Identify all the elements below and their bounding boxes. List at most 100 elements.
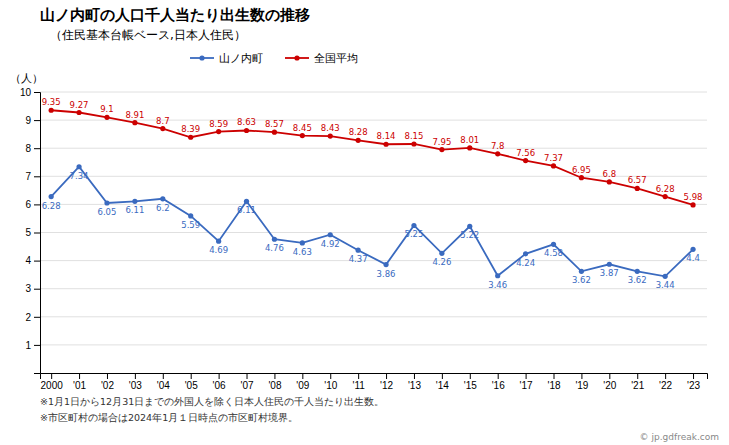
data-point — [635, 186, 640, 191]
title: 山ノ内町の人口千人当たり出生数の推移 — [40, 6, 310, 24]
data-label: 5.98 — [684, 192, 703, 202]
tick-mark — [34, 148, 40, 149]
tick-label: '07 — [240, 380, 253, 391]
x-tick: '08 — [268, 373, 281, 391]
y-tick: 2 — [25, 312, 40, 323]
tick-mark — [414, 373, 415, 379]
data-point — [551, 163, 556, 168]
data-label: 8.45 — [293, 123, 312, 133]
tick-label: 5 — [25, 227, 31, 238]
data-label: 4.63 — [293, 247, 312, 257]
tick-label: 9 — [25, 115, 31, 126]
data-label: 4.4 — [686, 253, 700, 263]
legend-marker — [294, 55, 299, 60]
axis-line — [34, 93, 41, 374]
grid-line — [40, 316, 707, 317]
tick-mark — [51, 373, 52, 379]
x-tick: 2000 — [41, 373, 64, 391]
data-point — [495, 273, 500, 278]
data-label: 3.62 — [572, 275, 591, 285]
data-label: 3.87 — [600, 268, 619, 278]
data-point — [523, 158, 528, 163]
data-point — [104, 200, 109, 205]
data-point — [467, 224, 472, 229]
data-point — [383, 262, 388, 267]
y-tick: 3 — [25, 283, 40, 294]
tick-label: '05 — [185, 380, 198, 391]
data-point — [467, 145, 472, 150]
x-tick: '13 — [408, 373, 421, 391]
data-point — [160, 196, 165, 201]
x-tick: '20 — [603, 373, 616, 391]
tick-mark — [34, 289, 40, 290]
x-tick: '04 — [157, 373, 170, 391]
legend: 山ノ内町全国平均 — [190, 52, 358, 65]
tick-label: '13 — [408, 380, 421, 391]
data-label: 9.27 — [70, 100, 89, 110]
data-label: 7.95 — [432, 137, 451, 147]
data-label: 6.8 — [603, 169, 617, 179]
legend-label: 全国平均 — [314, 52, 358, 65]
grid-line — [40, 232, 707, 233]
data-point — [188, 213, 193, 218]
data-point — [216, 129, 221, 134]
data-label: 8.7 — [156, 116, 170, 126]
chart: 山ノ内町の人口千人当たり出生数の推移（住民基本台帳ベース,日本人住民）2000'… — [0, 0, 729, 445]
data-label: 5.22 — [460, 230, 479, 240]
data-label: 6.05 — [98, 207, 117, 217]
data-point — [328, 232, 333, 237]
tick-label: '18 — [547, 380, 560, 391]
tick-label: '01 — [73, 380, 86, 391]
data-point — [328, 134, 333, 139]
x-tick: '09 — [296, 373, 309, 391]
tick-mark — [247, 373, 248, 379]
data-label: 8.63 — [237, 117, 256, 127]
y-axis: 12345678910 — [20, 87, 41, 374]
data-point — [188, 135, 193, 140]
tick-label: '23 — [687, 380, 700, 391]
data-label: 4.24 — [516, 258, 535, 268]
data-point — [439, 251, 444, 256]
tick-mark — [330, 373, 331, 379]
tick-mark — [107, 373, 108, 379]
tick-mark — [163, 373, 164, 379]
data-label: 4.58 — [544, 248, 563, 258]
y-tick: 9 — [25, 115, 40, 126]
tick-mark — [637, 373, 638, 379]
grid-line — [40, 148, 707, 149]
data-label: 4.76 — [265, 243, 284, 253]
data-point — [49, 194, 54, 199]
x-tick: '06 — [213, 373, 226, 391]
data-label: 8.43 — [321, 123, 340, 133]
x-tick: '16 — [492, 373, 505, 391]
tick-label: 2000 — [41, 380, 64, 391]
tick-label: '15 — [464, 380, 477, 391]
data-label: 3.86 — [377, 269, 396, 279]
grid-line — [40, 92, 707, 93]
x-tick: '12 — [380, 373, 393, 391]
x-tick: '14 — [436, 373, 449, 391]
x-tick: '17 — [520, 373, 533, 391]
data-label: 4.69 — [209, 245, 228, 255]
tick-mark — [274, 373, 275, 379]
tick-label: 4 — [25, 255, 31, 266]
tick-mark — [34, 233, 40, 234]
data-label: 7.37 — [544, 153, 563, 163]
data-point — [411, 141, 416, 146]
data-point — [495, 151, 500, 156]
tick-label: 1 — [25, 340, 31, 351]
data-label: 7.34 — [70, 171, 89, 181]
tick-label: '21 — [631, 380, 644, 391]
data-label: 5.59 — [181, 220, 200, 230]
data-label: 6.57 — [628, 175, 647, 185]
data-point — [579, 269, 584, 274]
tick-label: 8 — [25, 143, 31, 154]
tick-label: '16 — [492, 380, 505, 391]
data-label: 8.15 — [404, 131, 423, 141]
data-label: 4.37 — [349, 254, 368, 264]
tick-mark — [442, 373, 443, 379]
footnote: ※市区町村の場合は2024年1月１日時点の市区町村境界。 — [40, 412, 298, 423]
tick-mark — [693, 373, 694, 379]
footnote: ※1月1日から12月31日までの外国人を除く日本人住民の千人当たり出生数。 — [40, 396, 384, 407]
data-point — [76, 110, 81, 115]
